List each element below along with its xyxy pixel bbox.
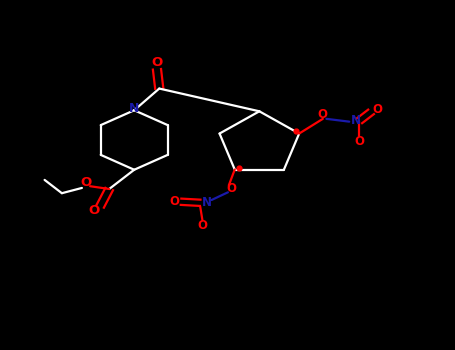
Text: O: O <box>226 182 236 195</box>
Text: O: O <box>197 219 207 232</box>
Text: O: O <box>170 195 180 208</box>
Text: O: O <box>354 135 364 148</box>
Text: O: O <box>80 175 91 189</box>
Text: N: N <box>202 196 212 209</box>
Text: N: N <box>351 114 361 127</box>
Text: O: O <box>152 56 162 70</box>
Text: O: O <box>372 103 382 116</box>
Text: N: N <box>129 102 139 115</box>
Text: O: O <box>318 108 328 121</box>
Text: O: O <box>88 203 99 217</box>
